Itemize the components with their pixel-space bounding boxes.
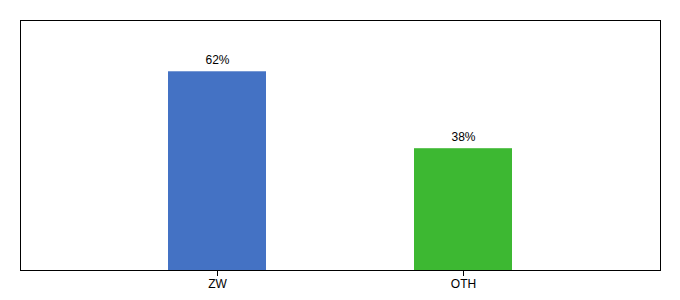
svg-text:OTH: OTH: [451, 277, 476, 291]
svg-text:ZW: ZW: [208, 277, 227, 291]
svg-text:38%: 38%: [451, 130, 475, 144]
svg-text:62%: 62%: [205, 53, 229, 67]
